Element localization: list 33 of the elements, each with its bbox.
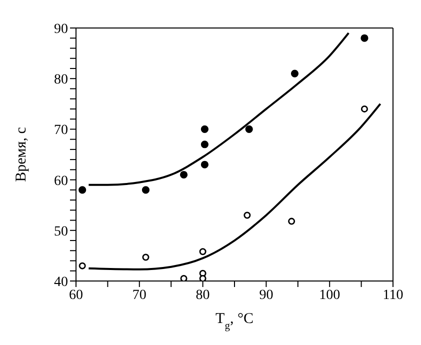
x-axis-title: T$_{g}$, °C xyxy=(216,311,254,332)
point xyxy=(78,262,86,270)
line-series xyxy=(88,102,382,270)
point xyxy=(199,248,206,256)
point xyxy=(360,105,368,112)
y-tick-label: 90 xyxy=(54,22,68,37)
point xyxy=(360,34,368,42)
point xyxy=(244,212,251,219)
y-tick-label: 50 xyxy=(54,224,68,240)
x-tick-label: 100 xyxy=(319,288,340,303)
y-tick-label: 60 xyxy=(54,174,68,189)
y-tick-label: 70 xyxy=(54,123,68,138)
x-tick-label: 70 xyxy=(132,288,146,303)
point xyxy=(78,186,86,194)
x-tick-label: 90 xyxy=(259,288,274,303)
point xyxy=(200,140,208,148)
point xyxy=(288,218,296,225)
point xyxy=(180,170,188,179)
point xyxy=(200,125,208,133)
y-axis-title: Время, с xyxy=(13,126,30,182)
line-series xyxy=(88,32,350,186)
y-tick-label: 40 xyxy=(54,274,68,290)
x-tick-label: 60 xyxy=(69,288,83,303)
y-tick-label: 80 xyxy=(54,72,68,88)
point xyxy=(200,160,208,168)
point xyxy=(180,274,188,281)
point xyxy=(142,186,150,194)
point xyxy=(290,70,299,78)
x-tick-label: 110 xyxy=(382,288,404,303)
point xyxy=(245,125,253,133)
point xyxy=(199,274,206,281)
point xyxy=(142,254,150,261)
x-tick-label: 80 xyxy=(196,288,210,303)
